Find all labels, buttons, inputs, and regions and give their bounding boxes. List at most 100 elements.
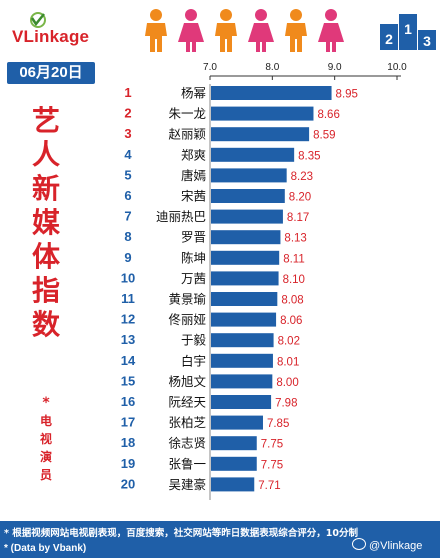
title-char: 艺 — [31, 104, 60, 137]
subtitle-char: 电 — [39, 414, 52, 428]
footer-note: * 根据视频网站电视剧表现，百度搜索，社交网站等昨日数据表现综合评分，10分制 — [4, 528, 358, 539]
people-icons — [145, 9, 344, 52]
weibo-icon — [352, 538, 366, 550]
bar — [211, 292, 278, 306]
value-label: 8.17 — [287, 212, 309, 224]
vlinkage-logo — [30, 12, 46, 28]
rank-label: 6 — [124, 188, 131, 203]
footer-source: * (Data by Vbank) — [4, 543, 87, 554]
subtitle-category: * 电 视 演 员 — [36, 394, 56, 484]
bar — [211, 86, 332, 100]
value-label: 8.10 — [283, 274, 305, 286]
podium-digit-1: 1 — [404, 21, 412, 37]
rank-label: 20 — [121, 476, 135, 491]
value-label: 7.98 — [275, 398, 297, 410]
rank-label: 13 — [121, 332, 135, 347]
value-label: 8.13 — [284, 233, 306, 245]
category-label: 陈坤 — [181, 250, 206, 265]
category-label: 万茜 — [181, 271, 206, 286]
value-label: 8.20 — [289, 192, 311, 204]
category-label: 白宇 — [181, 353, 206, 368]
category-label: 吴建豪 — [168, 477, 206, 492]
title-char: 新 — [31, 172, 60, 205]
person-icon — [318, 9, 344, 52]
bar — [211, 456, 257, 471]
value-label: 8.02 — [278, 336, 300, 348]
rank-label: 2 — [124, 106, 131, 121]
rank-label: 10 — [121, 270, 135, 285]
person-icon — [215, 9, 237, 52]
category-label: 唐嫣 — [181, 168, 206, 183]
value-label: 7.75 — [261, 459, 283, 471]
rank-label: 7 — [124, 209, 131, 224]
value-label: 8.08 — [281, 295, 303, 307]
bar — [211, 189, 285, 203]
subtitle-char: 演 — [39, 450, 52, 464]
rank-label: 19 — [121, 456, 135, 471]
category-label: 朱一龙 — [168, 106, 206, 121]
bar — [211, 436, 257, 451]
rank-label: 16 — [121, 394, 135, 409]
person-icon — [285, 9, 307, 52]
bar — [211, 374, 273, 389]
bar — [211, 147, 295, 162]
rank-label: 18 — [121, 435, 135, 450]
bar — [211, 230, 281, 245]
title-char: 指 — [31, 274, 60, 307]
value-label: 7.75 — [261, 439, 283, 451]
value-label: 8.06 — [280, 315, 302, 327]
title-char: 体 — [31, 240, 60, 273]
category-label: 迪丽热巴 — [156, 209, 206, 224]
title-char: 媒 — [31, 206, 60, 239]
value-label: 8.01 — [277, 356, 299, 368]
category-label: 阮经天 — [168, 395, 206, 410]
value-label: 8.66 — [317, 109, 339, 121]
logo-text: VLinkage — [12, 27, 90, 46]
bar — [211, 127, 310, 142]
category-label: 徐志贤 — [168, 436, 206, 451]
category-label: 杨旭文 — [168, 374, 206, 389]
bar — [211, 106, 314, 121]
bar — [211, 271, 279, 286]
value-label: 8.59 — [313, 130, 335, 142]
category-label: 郑爽 — [181, 147, 206, 162]
bar — [211, 477, 255, 492]
value-label: 8.23 — [291, 171, 313, 183]
bar — [211, 168, 287, 183]
category-label: 杨幂 — [181, 86, 206, 101]
weibo-handle: @Vlinkage — [352, 538, 422, 552]
x-tick-label: 9.0 — [328, 62, 342, 73]
person-icon — [248, 9, 274, 52]
category-label: 罗晋 — [181, 230, 206, 245]
header: VLinkage 2 1 3 — [0, 0, 440, 64]
value-label: 8.00 — [276, 377, 298, 389]
rank-label: 11 — [121, 291, 135, 306]
category-label: 佟丽娅 — [168, 312, 206, 327]
subtitle-char: 视 — [39, 432, 52, 446]
person-icon — [178, 9, 204, 52]
value-label: 7.71 — [258, 480, 280, 492]
rank-label: 9 — [124, 250, 131, 265]
bar — [211, 415, 263, 430]
category-label: 黄景瑜 — [168, 292, 206, 307]
bar — [211, 209, 283, 224]
subtitle-star: * — [42, 395, 50, 411]
x-tick-label: 10.0 — [387, 62, 407, 73]
category-label: 张柏芝 — [168, 415, 206, 430]
category-label: 赵丽颖 — [168, 127, 206, 142]
podium-icon: 2 1 3 — [380, 14, 436, 50]
bar — [211, 395, 272, 409]
rank-label: 3 — [124, 126, 131, 141]
value-label: 8.11 — [283, 253, 305, 265]
rank-label: 1 — [124, 85, 131, 100]
value-label: 7.85 — [267, 418, 289, 430]
subtitle-char: 员 — [39, 468, 52, 482]
rank-label: 12 — [121, 312, 135, 327]
date-badge: 06月20日 — [7, 62, 95, 84]
bar — [211, 353, 273, 368]
bar — [211, 333, 274, 348]
rank-label: 4 — [124, 147, 132, 162]
rank-label: 15 — [121, 373, 135, 388]
value-label: 8.95 — [336, 89, 358, 101]
rank-label: 5 — [124, 167, 131, 182]
